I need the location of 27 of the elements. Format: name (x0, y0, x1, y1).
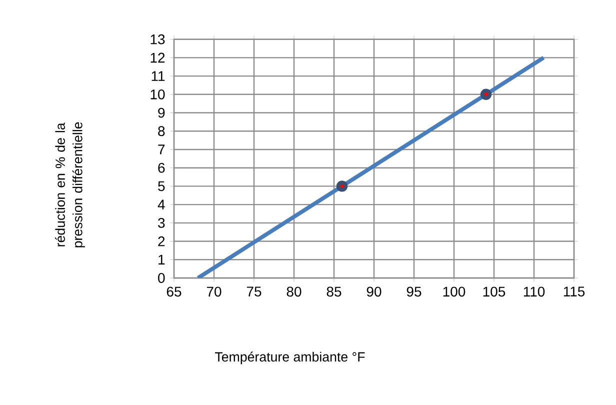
y-tick-label: 0 (158, 272, 165, 283)
y-tick-label: 1 (158, 254, 165, 264)
x-tick-label: 75 (246, 286, 262, 296)
y-tick-label: 2 (158, 236, 165, 246)
x-tick-label: 110 (524, 286, 545, 296)
x-tick-label: 80 (286, 286, 302, 296)
y-tick-label: 3 (158, 218, 165, 228)
y-tick-label: 12 (150, 52, 165, 62)
x-tick-label: 100 (443, 286, 466, 296)
x-tick-label: 70 (206, 286, 222, 296)
y-tick-label: 11 (152, 71, 165, 81)
y-tick-label: 10 (150, 89, 165, 100)
x-tick-label: 65 (166, 286, 182, 296)
x-tick-label: 105 (483, 286, 506, 296)
y-axis-title: réduction en % de la pression différentielle (55, 122, 85, 248)
x-tick-label: 85 (326, 286, 342, 296)
y-tick-label: 13 (150, 34, 165, 44)
x-tick-label: 95 (406, 286, 422, 296)
y-tick-label: 8 (158, 126, 165, 136)
y-tick-label: 5 (158, 181, 165, 191)
x-tick-label: 90 (366, 286, 382, 296)
y-tick-label: 9 (158, 108, 165, 118)
y-tick-label: 6 (158, 162, 165, 173)
x-axis-title: Température ambiante °F (215, 351, 365, 364)
y-tick-label: 4 (158, 200, 165, 210)
x-tick-label: 115 (564, 286, 585, 296)
y-tick-label: 7 (158, 144, 165, 154)
